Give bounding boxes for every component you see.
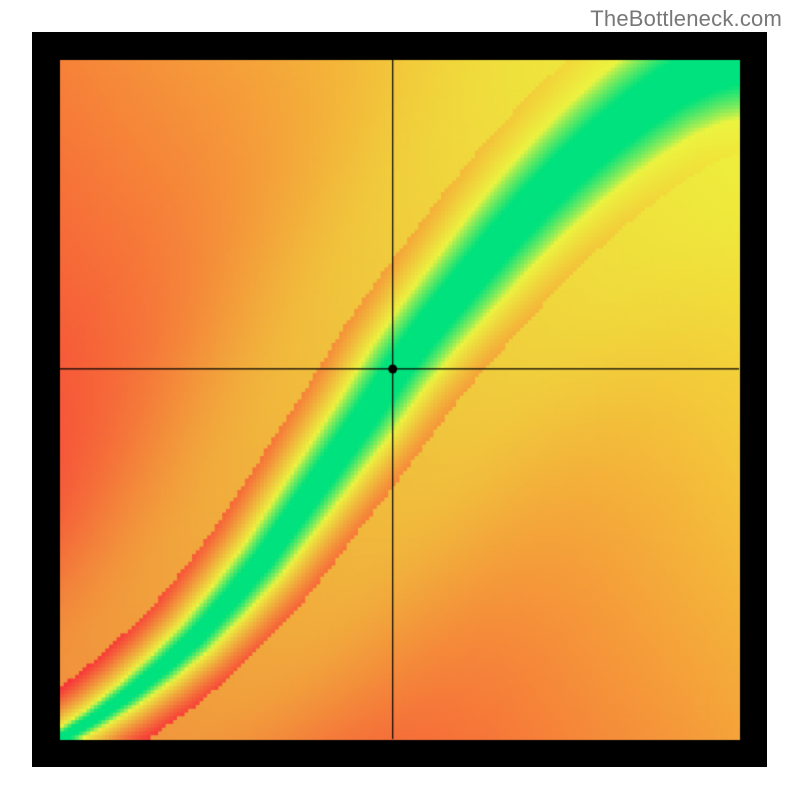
chart-outer-frame [32,32,767,767]
page-root: TheBottleneck.com [0,0,800,800]
bottleneck-heatmap [32,32,767,767]
watermark-text: TheBottleneck.com [590,6,782,32]
